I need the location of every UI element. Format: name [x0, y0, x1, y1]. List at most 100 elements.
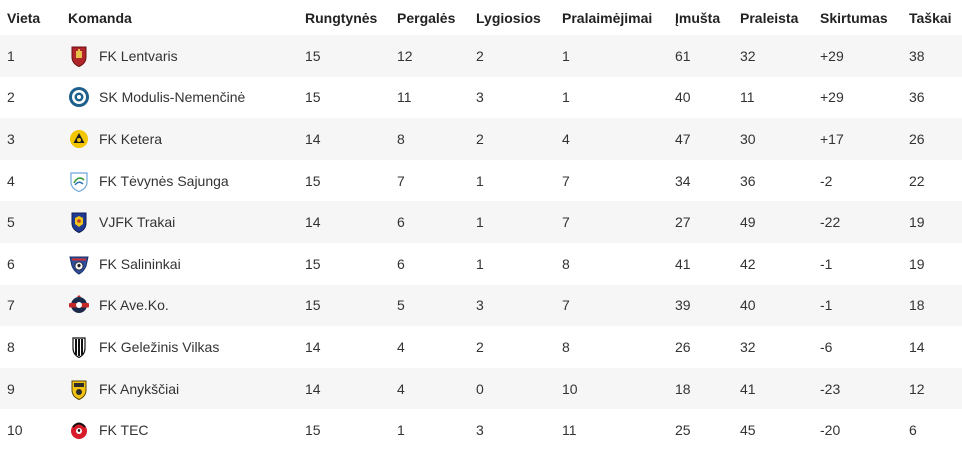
gelezinis-vilkas-crest-icon [68, 336, 90, 358]
won-cell: 5 [390, 284, 469, 327]
goals-against-cell: 41 [733, 367, 813, 410]
table-row: 10 FK TEC 15 1 3 11 25 45 -20 6 [0, 409, 962, 451]
played-cell: 15 [298, 35, 390, 77]
team-cell: FK Geležinis Vilkas [61, 326, 298, 368]
lost-cell: 7 [555, 159, 668, 202]
team-name: FK Lentvaris [99, 47, 178, 64]
won-cell: 6 [390, 242, 469, 285]
anyksciai-crest-icon [68, 378, 90, 400]
table-row: 4 FK Tėvynės Sajunga 15 7 1 7 34 36 -2 2… [0, 159, 962, 202]
drawn-cell: 1 [469, 159, 555, 202]
played-cell: 15 [298, 76, 390, 119]
team-name: FK Ave.Ko. [99, 297, 169, 314]
goal-diff-cell: +29 [813, 76, 902, 119]
lost-cell: 8 [555, 242, 668, 285]
team-cell: FK Ketera [61, 118, 298, 160]
won-cell: 4 [390, 326, 469, 368]
team-cell: FK Ave.Ko. [61, 284, 298, 327]
goals-for-cell: 40 [668, 76, 733, 119]
lost-cell: 8 [555, 326, 668, 368]
goals-for-cell: 41 [668, 242, 733, 285]
played-cell: 14 [298, 201, 390, 243]
header-goal-diff: Skirtumas [813, 0, 902, 35]
drawn-cell: 3 [469, 409, 555, 451]
header-team: Komanda [61, 0, 298, 35]
goal-diff-cell: +17 [813, 118, 902, 160]
table-row: 6 FK Salininkai 15 6 1 8 41 42 -1 19 [0, 242, 962, 285]
won-cell: 7 [390, 159, 469, 202]
goals-against-cell: 11 [733, 76, 813, 119]
rank-cell: 1 [0, 35, 61, 77]
team-name: FK Tėvynės Sajunga [99, 172, 229, 189]
header-points: Taškai [902, 0, 962, 35]
team-name: SK Modulis-Nemenčinė [99, 89, 246, 106]
goals-against-cell: 36 [733, 159, 813, 202]
team-name: FK Salininkai [99, 255, 181, 272]
goal-diff-cell: -23 [813, 367, 902, 410]
rank-cell: 10 [0, 409, 61, 451]
header-goals-for: Įmušta [668, 0, 733, 35]
goal-diff-cell: -6 [813, 326, 902, 368]
lost-cell: 1 [555, 35, 668, 77]
header-rank: Vieta [0, 0, 61, 35]
goals-against-cell: 49 [733, 201, 813, 243]
goals-for-cell: 18 [668, 367, 733, 410]
tec-crest-icon [68, 419, 90, 441]
rank-cell: 5 [0, 201, 61, 243]
played-cell: 15 [298, 284, 390, 327]
rank-cell: 3 [0, 118, 61, 160]
points-cell: 14 [902, 326, 962, 368]
drawn-cell: 0 [469, 367, 555, 410]
goals-for-cell: 25 [668, 409, 733, 451]
rank-cell: 7 [0, 284, 61, 327]
goals-against-cell: 45 [733, 409, 813, 451]
team-name: FK Ketera [99, 130, 163, 147]
won-cell: 1 [390, 409, 469, 451]
team-name: FK Anykščiai [99, 380, 180, 397]
lost-cell: 1 [555, 76, 668, 119]
goal-diff-cell: -1 [813, 284, 902, 327]
lentvaris-crest-icon [68, 45, 90, 67]
aveko-crest-icon [68, 294, 90, 316]
lost-cell: 11 [555, 409, 668, 451]
won-cell: 8 [390, 118, 469, 160]
drawn-cell: 3 [469, 76, 555, 119]
table-row: 5 VJFK Trakai 14 6 1 7 27 49 -22 19 [0, 201, 962, 243]
team-name: FK Geležinis Vilkas [99, 338, 220, 355]
goals-against-cell: 42 [733, 242, 813, 285]
header-played: Rungtynės [298, 0, 390, 35]
goal-diff-cell: -1 [813, 242, 902, 285]
points-cell: 38 [902, 35, 962, 77]
goal-diff-cell: -22 [813, 201, 902, 243]
points-cell: 18 [902, 284, 962, 327]
team-cell: FK Salininkai [61, 242, 298, 285]
points-cell: 36 [902, 76, 962, 119]
goals-for-cell: 47 [668, 118, 733, 160]
drawn-cell: 1 [469, 242, 555, 285]
header-drawn: Lygiosios [469, 0, 555, 35]
team-cell: FK Lentvaris [61, 35, 298, 77]
header-row: Vieta Komanda Rungtynės Pergalės Lygiosi… [0, 0, 962, 35]
won-cell: 12 [390, 35, 469, 77]
lost-cell: 4 [555, 118, 668, 160]
points-cell: 26 [902, 118, 962, 160]
played-cell: 14 [298, 367, 390, 410]
goals-for-cell: 39 [668, 284, 733, 327]
drawn-cell: 2 [469, 326, 555, 368]
table-row: 1 FK Lentvaris 15 12 2 1 61 32 +29 38 [0, 35, 962, 77]
rank-cell: 2 [0, 76, 61, 119]
goals-for-cell: 27 [668, 201, 733, 243]
table-row: 2 SK Modulis-Nemenčinė 15 11 3 1 40 11 +… [0, 76, 962, 119]
header-goals-against: Praleista [733, 0, 813, 35]
lost-cell: 7 [555, 284, 668, 327]
team-name: VJFK Trakai [99, 214, 176, 231]
won-cell: 11 [390, 76, 469, 119]
trakai-crest-icon [68, 211, 90, 234]
points-cell: 19 [902, 201, 962, 243]
played-cell: 14 [298, 118, 390, 160]
goals-for-cell: 61 [668, 35, 733, 77]
drawn-cell: 2 [469, 118, 555, 160]
rank-cell: 9 [0, 367, 61, 410]
played-cell: 15 [298, 159, 390, 202]
